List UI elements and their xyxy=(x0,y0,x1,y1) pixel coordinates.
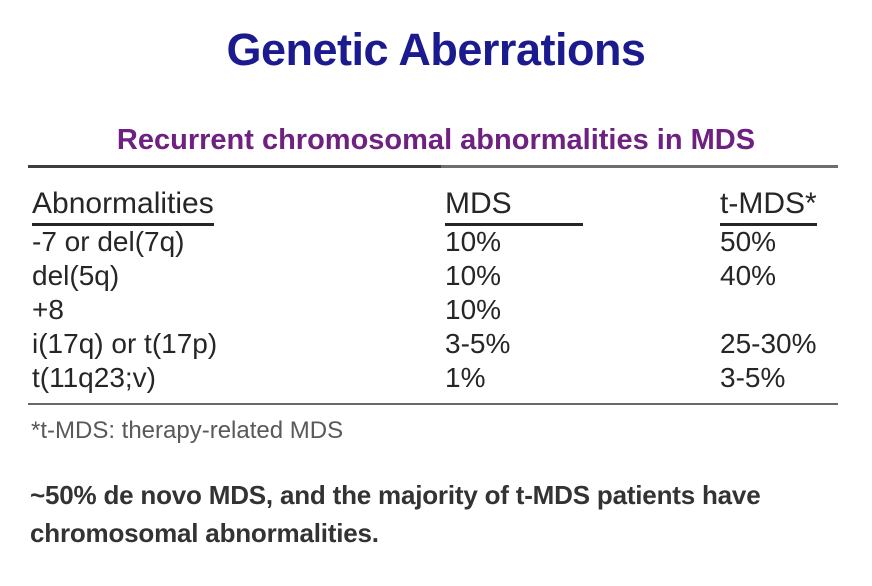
cell-mds-value: 3-5% xyxy=(445,328,511,359)
table-header-row: Abnormalities MDS t-MDS* xyxy=(32,187,844,226)
slide-title: Genetic Aberrations xyxy=(226,24,646,75)
cell-abnormality: +8 xyxy=(32,294,64,325)
summary-text: ~50% de novo MDS, and the majority of t-… xyxy=(30,476,830,552)
column-header-mds: MDS xyxy=(445,187,583,226)
cell-tmds-value xyxy=(720,293,844,327)
cell-abnormality: t(11q23;v) xyxy=(32,362,156,393)
cell-tmds-value: 25-30% xyxy=(720,328,817,359)
table-row: t(11q23;v) 1% 3-5% xyxy=(32,361,844,395)
top-divider xyxy=(28,165,838,168)
header-cell-tmds: t-MDS* xyxy=(720,187,844,226)
summary-line-2: chromosomal abnormalities. xyxy=(30,518,379,548)
table-row: del(5q) 10% 40% xyxy=(32,259,844,293)
cell-tmds-value: 40% xyxy=(720,260,777,291)
table-subtitle: Recurrent chromosomal abnormalities in M… xyxy=(116,124,756,156)
table-row: i(17q) or t(17p) 3-5% 25-30% xyxy=(32,327,844,361)
header-cell-mds: MDS xyxy=(445,187,720,226)
cell-abnormality: i(17q) or t(17p) xyxy=(32,328,218,359)
column-header-abnormalities: Abnormalities xyxy=(32,187,214,226)
summary-line-1: ~50% de novo MDS, and the majority of t-… xyxy=(30,480,761,510)
cell-mds-value: 10% xyxy=(445,226,502,257)
cell-mds-value: 1% xyxy=(445,362,486,393)
header-cell-abnormalities: Abnormalities xyxy=(32,187,445,226)
table-row: -7 or del(7q) 10% 50% xyxy=(32,225,844,259)
cell-tmds-value: 50% xyxy=(720,226,777,257)
cell-abnormality: del(5q) xyxy=(32,260,120,291)
abnormalities-table: Abnormalities MDS t-MDS* -7 or del(7q) 1… xyxy=(32,187,844,395)
bottom-divider xyxy=(28,403,838,405)
cell-tmds-value: 3-5% xyxy=(720,362,786,393)
footnote: *t-MDS: therapy-related MDS xyxy=(31,417,344,444)
cell-abnormality: -7 or del(7q) xyxy=(32,226,185,257)
table-row: +8 10% xyxy=(32,293,844,327)
cell-mds-value: 10% xyxy=(445,294,502,325)
column-header-tmds: t-MDS* xyxy=(720,187,817,226)
cell-mds-value: 10% xyxy=(445,260,502,291)
